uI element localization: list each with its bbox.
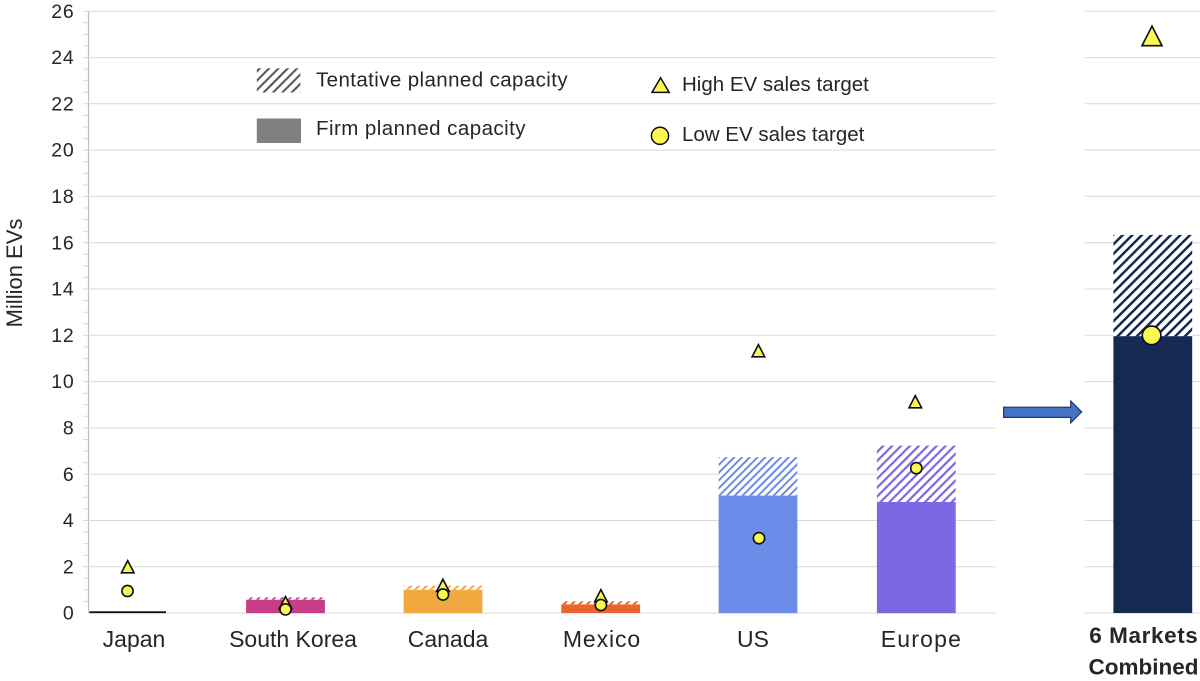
svg-text:18: 18 — [51, 186, 74, 208]
svg-text:16: 16 — [51, 232, 74, 254]
svg-text:14: 14 — [51, 279, 74, 301]
svg-text:6: 6 — [63, 464, 75, 486]
svg-text:4: 4 — [63, 510, 75, 532]
svg-text:20: 20 — [51, 140, 74, 162]
svg-text:Europe: Europe — [881, 626, 962, 652]
svg-text:High EV sales target: High EV sales target — [682, 73, 869, 96]
svg-text:Million EVs: Million EVs — [2, 219, 27, 328]
svg-text:0: 0 — [63, 603, 75, 625]
svg-text:Combined: Combined — [1089, 655, 1199, 680]
svg-text:10: 10 — [51, 371, 74, 393]
svg-text:22: 22 — [51, 93, 74, 115]
svg-text:26: 26 — [51, 1, 74, 23]
svg-text:US: US — [737, 626, 769, 652]
svg-text:12: 12 — [51, 325, 74, 347]
svg-text:Japan: Japan — [103, 626, 166, 652]
svg-text:Canada: Canada — [408, 626, 489, 652]
svg-text:2: 2 — [63, 556, 75, 578]
svg-text:6 Markets: 6 Markets — [1089, 623, 1198, 648]
svg-text:Mexico: Mexico — [563, 626, 641, 652]
svg-text:8: 8 — [63, 418, 75, 440]
svg-text:Tentative planned capacity: Tentative planned capacity — [316, 69, 568, 92]
svg-text:South Korea: South Korea — [229, 626, 357, 652]
svg-text:Low EV sales target: Low EV sales target — [682, 123, 865, 146]
svg-text:Firm planned capacity: Firm planned capacity — [316, 117, 526, 140]
svg-text:24: 24 — [51, 47, 74, 69]
